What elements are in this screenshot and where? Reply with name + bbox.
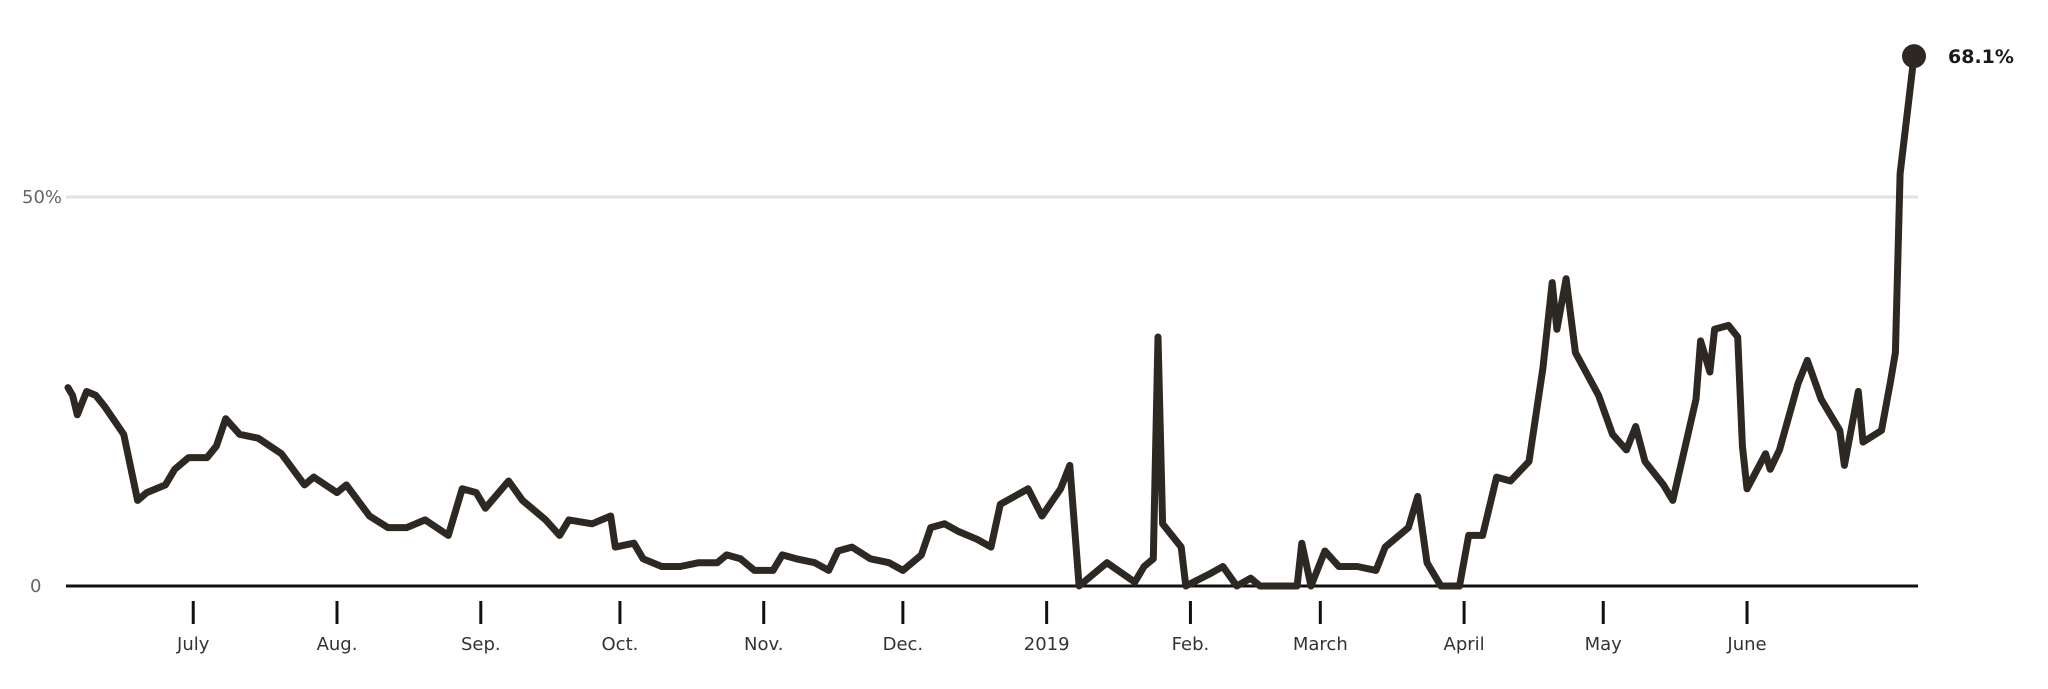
x-tick-label: April (1444, 634, 1485, 655)
y-tick-label: 50% (22, 187, 62, 208)
x-tick-label: July (176, 634, 210, 655)
x-tick-label: Feb. (1172, 634, 1210, 655)
end-value-label: 68.1% (1948, 46, 2014, 68)
y-tick-label: 0 (30, 576, 41, 597)
x-tick-label: Aug. (317, 634, 358, 655)
x-tick-label: 2019 (1024, 634, 1070, 655)
x-tick-label: June (1726, 634, 1766, 655)
x-tick-label: Sep. (461, 634, 501, 655)
x-axis: July Aug. Sep. Oct. Nov. Dec. 2019 Feb. March Apr… (176, 601, 1767, 655)
x-tick-label: May (1585, 634, 1623, 655)
series-line (64, 52, 1918, 590)
end-point-marker (1902, 44, 1926, 69)
x-tick-label: Dec. (883, 634, 924, 655)
x-tick-label: Oct. (602, 634, 639, 655)
x-tick-label: Nov. (744, 634, 783, 655)
y-axis: 0 50% (22, 187, 62, 597)
x-tick-label: March (1293, 634, 1348, 655)
